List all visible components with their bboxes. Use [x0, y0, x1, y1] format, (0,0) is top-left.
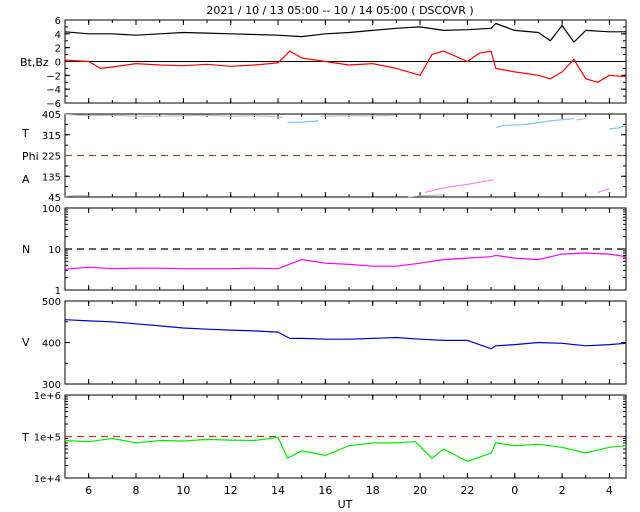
series-angles-9 [408, 194, 444, 198]
y-tick-label: 100 [42, 204, 61, 215]
x-tick-label: 12 [224, 484, 238, 497]
panel-label: Phi [22, 150, 39, 163]
chart-title: 2021 / 10 / 13 05:00 -- 10 / 14 05:00 ( … [206, 4, 473, 17]
x-tick-label: 20 [413, 484, 427, 497]
y-tick-label: 1 [55, 286, 61, 297]
y-tick-label: 400 [42, 339, 61, 350]
x-tick-label: 4 [606, 484, 613, 497]
y-tick-label: 2 [55, 44, 61, 55]
x-axis-label: UT [338, 498, 353, 511]
x-tick-label: 0 [511, 484, 518, 497]
y-tick-label: −4 [46, 85, 61, 96]
series-angles-2 [64, 113, 283, 119]
series-bfield-0 [64, 22, 626, 43]
y-tick-label: 1e+5 [34, 433, 61, 444]
y-tick-label: 4 [55, 30, 61, 41]
series-speed-13 [64, 319, 627, 350]
panel-angles: 405 315 225 135 45 T Phi A [21, 110, 627, 204]
panel-label: N [22, 243, 30, 256]
series-angles-7 [609, 124, 627, 130]
series-bfield-1 [64, 50, 627, 83]
series-angles-11 [597, 188, 610, 193]
x-tick-label: 6 [85, 484, 92, 497]
panel-density: 100 10 1 N [22, 204, 627, 297]
x-tick-label: 16 [318, 484, 332, 497]
panel-label: Bt,Bz [20, 56, 49, 69]
x-tick-label: 10 [176, 484, 190, 497]
y-tick-label: 45 [48, 193, 61, 204]
series-angles-6 [576, 118, 586, 121]
x-tick-label: 14 [271, 484, 285, 497]
y-tick-label: 300 [42, 380, 61, 391]
series-angles-3 [287, 120, 319, 124]
y-tick-label: 135 [42, 172, 61, 183]
x-tick-label: 22 [460, 484, 474, 497]
y-tick-label: −6 [46, 99, 61, 110]
y-tick-label: 225 [42, 152, 61, 163]
x-tick-label: 2 [559, 484, 566, 497]
y-tick-label: 500 [42, 297, 61, 308]
y-tick-label: −2 [46, 71, 61, 82]
series-angles-4 [320, 114, 397, 117]
y-tick-label: 6 [55, 16, 61, 27]
panel-label: V [22, 336, 30, 349]
panel-label: T [21, 431, 29, 444]
series-angles-5 [495, 118, 574, 129]
panel-label: A [22, 173, 30, 186]
y-tick-label: 1e+4 [34, 474, 61, 485]
x-tick-label: 18 [366, 484, 380, 497]
panel-speed: 500 400 300 V [22, 297, 627, 391]
x-tick-label: 8 [133, 484, 140, 497]
y-tick-label: 10 [48, 245, 61, 256]
y-tick-label: 1e+6 [34, 391, 61, 402]
series-angles-10 [424, 179, 494, 193]
panel-label: T [21, 127, 29, 140]
series-density-12 [64, 252, 627, 270]
y-tick-label: 405 [42, 110, 61, 121]
y-tick-label: 0 [55, 58, 61, 69]
series-temperature-14 [64, 436, 627, 463]
y-tick-label: 315 [42, 131, 61, 142]
series-angles-8 [64, 194, 89, 197]
panel-bfield: 6 4 2 0 −2 −4 −6 Bt,Bz [20, 16, 627, 110]
